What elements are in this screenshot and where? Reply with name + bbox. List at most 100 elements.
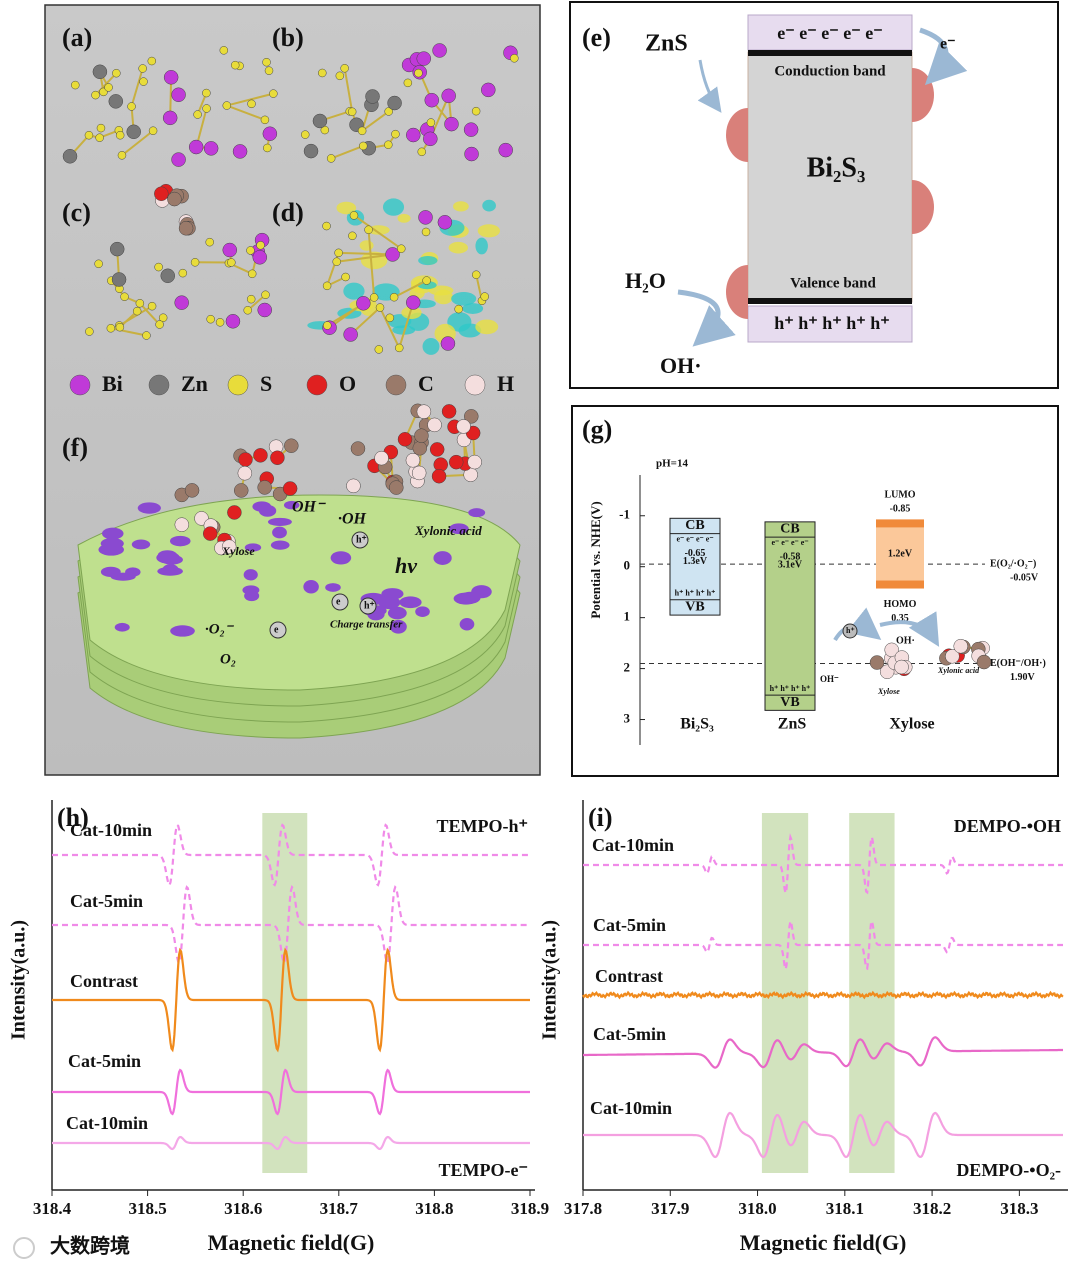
label: ·OH <box>338 511 367 528</box>
label: Cat-5min <box>68 1051 141 1071</box>
label: -1 <box>619 507 630 522</box>
atom <box>174 295 189 310</box>
atom <box>348 231 357 241</box>
atom <box>256 241 265 250</box>
label: Contrast <box>595 966 663 986</box>
atom <box>247 269 257 279</box>
label: Contrast <box>70 971 138 991</box>
atom <box>225 314 241 329</box>
atom <box>414 68 423 78</box>
label: CB <box>685 518 704 533</box>
active-site <box>468 508 486 518</box>
atom <box>346 478 361 494</box>
atom <box>270 450 285 466</box>
atom <box>206 314 215 324</box>
label: Valence band <box>790 275 876 291</box>
atom <box>397 244 406 253</box>
label: C <box>418 371 434 396</box>
legend-swatch <box>69 374 91 396</box>
charge-density <box>422 337 440 355</box>
label: 1.2eV <box>888 548 913 559</box>
active-site <box>471 585 492 599</box>
label: H <box>497 371 514 396</box>
bond <box>121 129 154 157</box>
label: 3 <box>624 711 631 726</box>
label: Cat-10min <box>592 835 674 855</box>
label: h⁺ <box>846 626 855 635</box>
atom <box>384 107 393 116</box>
label: Intensity(a.u.) <box>539 920 561 1040</box>
active-site <box>330 551 352 565</box>
label: E(O₂/·O₂⁻) <box>990 558 1036 569</box>
label: e <box>336 596 341 607</box>
atom <box>71 80 80 90</box>
atom <box>263 143 272 153</box>
label: 大数跨境 <box>50 1234 130 1258</box>
atom <box>403 78 413 88</box>
charge-density <box>448 241 468 254</box>
atom <box>221 539 237 554</box>
atom <box>335 71 345 81</box>
atom <box>246 246 255 255</box>
label: VB <box>780 695 799 710</box>
atom <box>163 70 179 85</box>
atom <box>369 293 379 302</box>
epr-trace <box>583 1036 1063 1069</box>
epr-trace <box>583 833 1063 895</box>
atom <box>147 301 157 311</box>
atom <box>332 257 341 266</box>
atom <box>127 102 136 111</box>
atom <box>126 124 141 140</box>
label: 317.9 <box>651 1199 689 1218</box>
active-site <box>448 523 469 535</box>
label: 1.90V <box>1010 672 1036 683</box>
label: (b) <box>272 23 304 52</box>
charge-density <box>343 282 365 300</box>
atom <box>411 465 427 481</box>
atom <box>237 465 253 481</box>
atom <box>115 322 125 332</box>
atom <box>247 99 256 109</box>
gap-fill <box>876 523 924 585</box>
label: Xylonic acid <box>414 523 482 538</box>
label: 318.2 <box>913 1199 951 1218</box>
atom <box>202 88 211 98</box>
bond <box>353 214 402 250</box>
active-site <box>100 566 121 578</box>
charge-density <box>392 325 416 335</box>
band-column <box>764 521 816 711</box>
legend-swatch <box>148 374 170 396</box>
atom <box>374 345 384 354</box>
label: Cat-5min <box>593 915 666 935</box>
label: 318.7 <box>320 1199 359 1218</box>
atom <box>894 659 909 675</box>
active-site <box>381 588 404 600</box>
label: ·O₂⁻ <box>205 621 235 637</box>
atom <box>112 68 121 78</box>
charge-density <box>336 201 357 215</box>
bond <box>330 145 364 160</box>
label: TEMPO-h⁺ <box>436 816 528 836</box>
atom <box>303 143 319 159</box>
label: h⁺ h⁺ h⁺ h⁺ <box>675 589 716 598</box>
atom <box>375 303 385 312</box>
atom <box>431 468 447 484</box>
atom <box>347 107 357 117</box>
active-site <box>162 564 179 576</box>
atom <box>193 110 202 119</box>
atom <box>154 262 163 272</box>
atom <box>421 227 431 237</box>
atom <box>171 87 186 102</box>
bond <box>336 253 393 263</box>
label: OH⁻ <box>820 674 839 684</box>
charge-density <box>482 199 496 212</box>
atom <box>162 110 178 126</box>
active-site <box>131 539 151 550</box>
active-site <box>433 551 452 565</box>
atom <box>423 131 438 147</box>
charge-density <box>434 289 453 305</box>
atom <box>147 56 157 66</box>
label: h⁺ <box>364 600 375 611</box>
atom <box>406 127 421 143</box>
label: CB <box>780 522 799 537</box>
